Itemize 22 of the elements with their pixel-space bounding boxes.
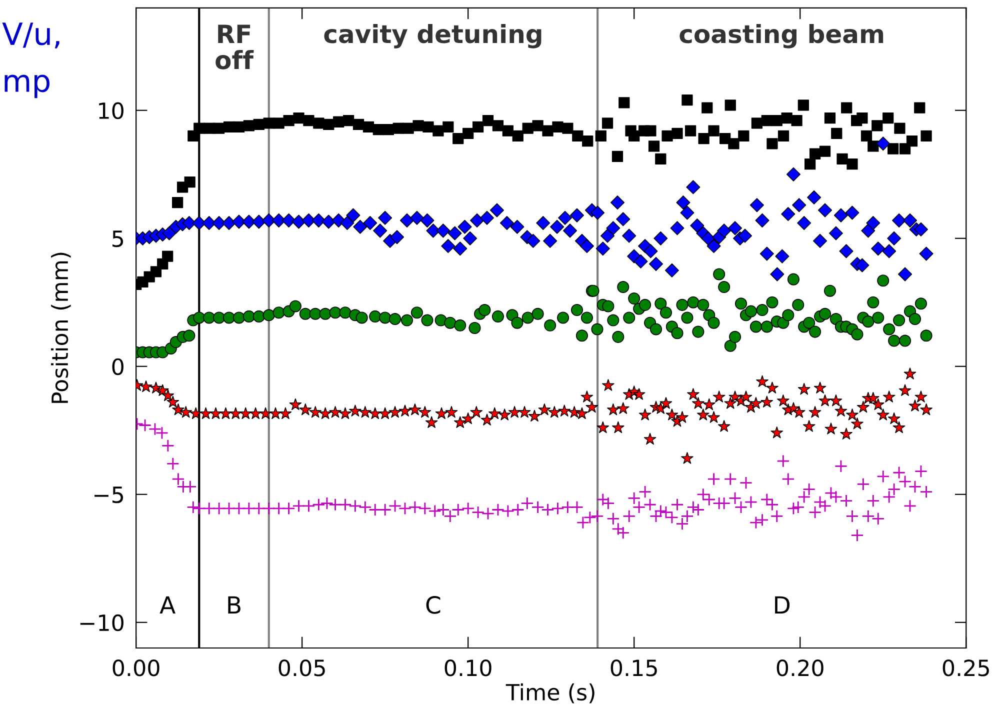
y-axis-title: Position (mm) (50, 252, 71, 403)
annotation: A (160, 596, 176, 614)
x-tick-label: 0.05 (278, 660, 325, 676)
annotation: B (228, 596, 240, 614)
text: V/u, (2, 22, 60, 48)
x-tick-label: 0.10 (444, 660, 492, 676)
x-tick-label: 0.00 (112, 660, 160, 676)
annotation: cavity detuning (324, 24, 542, 48)
y-tick-label: 10 (99, 102, 124, 120)
y-tick-label: 5 (112, 230, 123, 248)
y-tick-label: 0 (112, 358, 124, 376)
y-tick-label: −10 (80, 614, 124, 632)
y-tick-label: −5 (94, 486, 123, 504)
x-axis-title: Time (s) (506, 683, 594, 704)
annotation: C (426, 596, 440, 614)
x-tick-label: 0.20 (776, 660, 824, 676)
text: mp (4, 74, 50, 98)
annotation: D (775, 596, 790, 614)
annotation: RF off (216, 24, 254, 70)
x-tick-label: 0.15 (610, 660, 657, 676)
x-tick-label: 0.25 (942, 660, 989, 676)
annotation: coasting beam (680, 24, 884, 48)
